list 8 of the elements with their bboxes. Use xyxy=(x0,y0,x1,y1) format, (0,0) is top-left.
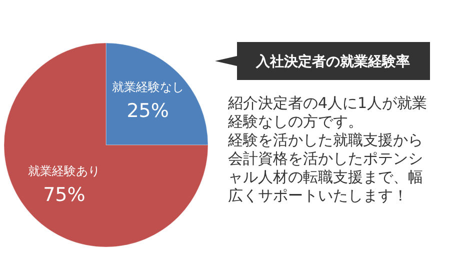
slice-label: 就業経験あり xyxy=(28,164,100,178)
data-label: 25% xyxy=(126,100,169,122)
text: 経験を活かした就職支援から会計資格を活かしたポテンシャル人材の転職支援まで、幅広くサポートいたします！ xyxy=(227,131,423,204)
pie-slice xyxy=(4,42,208,248)
slice-label: 就業経験なし xyxy=(112,80,184,94)
text: 入社決定者の就業経験率 xyxy=(255,53,410,70)
text: 紹介決定者の4人に1人が就業経験なしの方です。 xyxy=(227,94,428,130)
data-label: 75% xyxy=(43,184,86,206)
